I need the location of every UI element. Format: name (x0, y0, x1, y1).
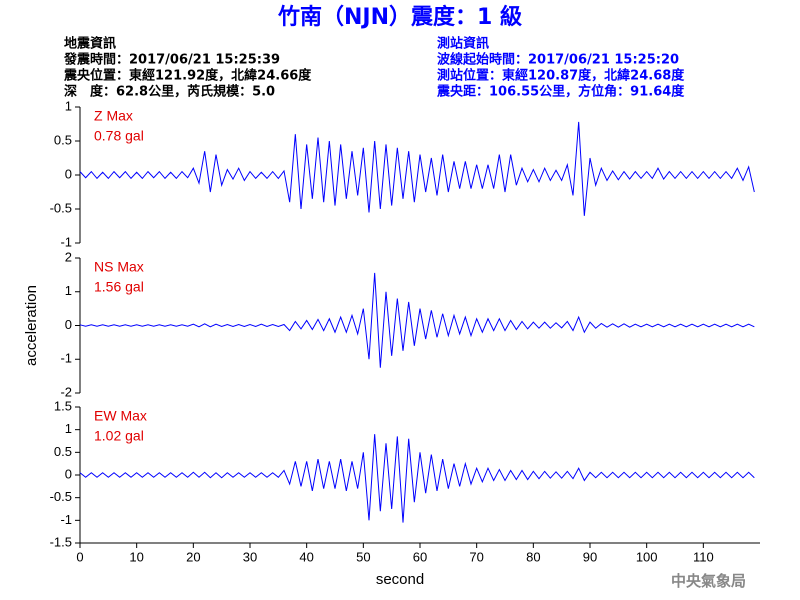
y-tick-label: 2 (65, 249, 72, 264)
x-tick-label: 20 (186, 549, 200, 564)
x-tick-label: 60 (413, 549, 427, 564)
y-tick-label: 1.5 (54, 398, 72, 413)
event-info: 深 度：62.8公里，芮氏規模：5.0 (64, 84, 275, 100)
y-tick-label: -0.5 (50, 200, 72, 215)
y-tick-label: 0 (65, 317, 72, 332)
x-tick-label: 10 (129, 549, 143, 564)
x-tick-label: 70 (469, 549, 483, 564)
credit: 中央氣象局 (671, 572, 746, 590)
station-info: 測站位置：東經120.87度，北緯24.68度 (437, 68, 685, 84)
x-tick-label: 110 (693, 549, 714, 564)
max-label: 1.02 gal (94, 428, 144, 444)
y-tick-label: 0 (65, 166, 72, 181)
max-label: EW Max (94, 408, 147, 424)
max-label: 1.56 gal (94, 279, 144, 295)
station-info: 波線起始時間：2017/06/21 15:25:20 (437, 52, 679, 68)
y-tick-label: -2 (60, 384, 72, 399)
max-label: 0.78 gal (94, 128, 144, 144)
y-tick-label: 0 (65, 466, 72, 481)
event-info: 發震時間：2017/06/21 15:25:39 (63, 52, 280, 68)
x-axis-label: second (376, 571, 424, 588)
y-tick-label: 0.5 (54, 132, 72, 147)
x-tick-label: 40 (299, 549, 313, 564)
x-tick-label: 100 (636, 549, 658, 564)
station-info: 震央距：106.55公里，方位角：91.64度 (436, 84, 685, 100)
event-info: 地震資訊 (64, 36, 116, 52)
max-label: NS Max (94, 259, 144, 275)
y-axis-label: acceleration (23, 285, 40, 366)
y-tick-label: 0.5 (54, 444, 72, 459)
y-tick-label: -1 (60, 512, 72, 527)
x-tick-label: 0 (76, 549, 83, 564)
y-tick-label: 1 (65, 98, 72, 113)
waveform (79, 434, 755, 523)
y-tick-label: -1 (60, 351, 72, 366)
y-tick-label: -0.5 (50, 489, 72, 504)
y-tick-label: 1 (65, 283, 72, 298)
x-tick-label: 90 (583, 549, 597, 564)
y-tick-label: 1 (65, 421, 72, 436)
waveform (79, 121, 755, 216)
x-tick-label: 50 (356, 549, 370, 564)
x-tick-label: 80 (526, 549, 540, 564)
y-tick-label: -1 (60, 234, 72, 249)
x-tick-label: 30 (243, 549, 257, 564)
event-info: 震央位置：東經121.92度，北緯24.66度 (63, 68, 312, 84)
max-label: Z Max (94, 108, 133, 124)
title: 竹南（NJN）震度：1 級 (277, 4, 522, 30)
station-info: 測站資訊 (437, 36, 489, 52)
y-tick-label: -1.5 (50, 534, 72, 549)
waveform (79, 272, 755, 368)
